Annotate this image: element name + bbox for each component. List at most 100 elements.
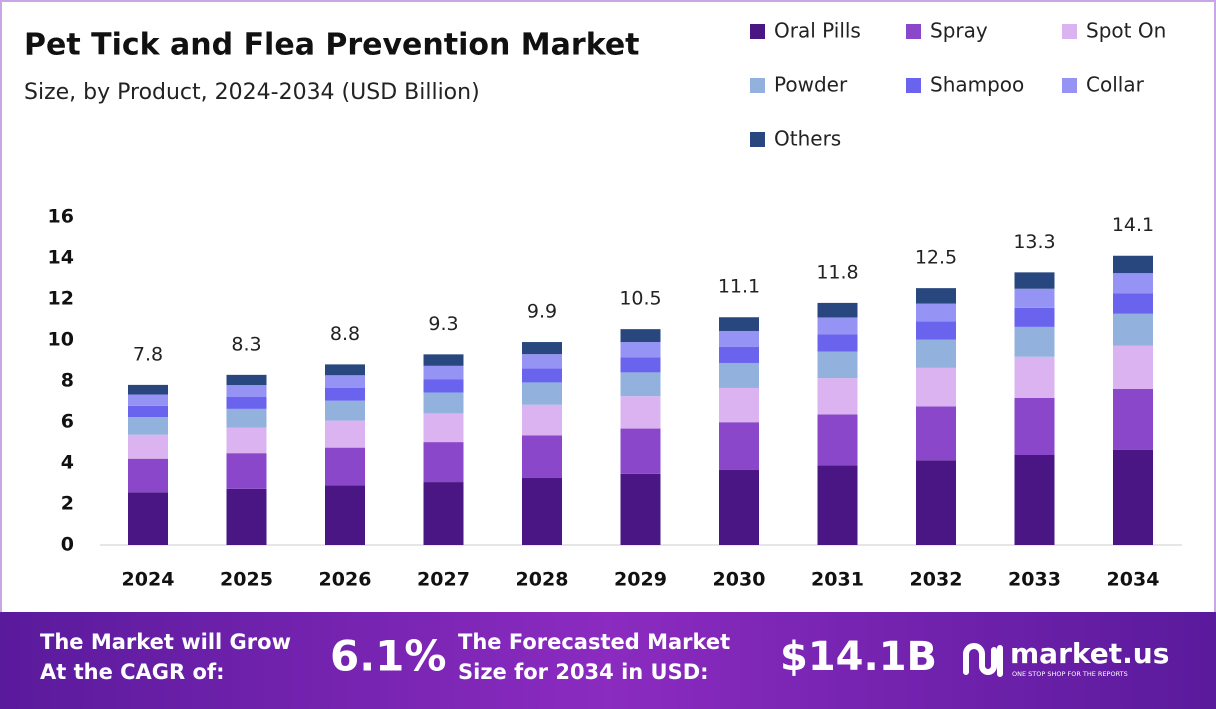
bar-segment [719,469,759,545]
bar-segment [719,346,759,363]
y-tick-label: 14 [48,247,74,269]
total-label: 11.8 [816,261,858,283]
tagline: ONE STOP SHOP FOR THE REPORTS [1012,670,1128,678]
legend-label: Spot On [1086,19,1166,43]
total-label: 9.9 [527,301,557,323]
x-tick-label: 2024 [122,569,175,591]
total-label: 13.3 [1013,231,1055,253]
bar-segment [226,408,267,428]
x-tick-label: 2025 [220,569,273,591]
bar-segment [423,482,464,545]
total-label: 8.3 [231,333,261,355]
bar-segment [522,477,562,545]
bar-segment [226,427,267,454]
bar-segment [916,460,956,545]
bar-segment [916,288,956,304]
bar-segment [1113,313,1153,346]
bar-segment [1113,273,1153,294]
bar-segment [325,447,365,486]
bar-segment [1014,326,1055,357]
bar-segment [325,375,365,388]
legend-swatch [1062,24,1077,39]
footer-value: 6.1% [330,632,446,681]
legend-label: Collar [1086,73,1145,97]
brand: market.us [1010,637,1169,670]
bar-segment [522,435,562,478]
legend-swatch [750,24,765,39]
bar-segment [1113,449,1153,545]
footer-text: Size for 2034 in USD: [458,660,709,684]
bar-segment [325,420,365,448]
bar-segment [916,339,956,368]
legend-swatch [750,78,765,93]
x-tick-label: 2031 [811,569,864,591]
x-tick-label: 2027 [417,569,470,591]
bar-segment [620,372,661,397]
legend-label: Shampoo [930,73,1024,97]
y-tick-label: 16 [48,206,74,228]
bar-segment [719,330,759,347]
x-tick-label: 2029 [614,569,667,591]
total-label: 12.5 [915,247,957,269]
footer-text: At the CAGR of: [40,660,225,684]
y-tick-label: 8 [61,370,74,392]
x-tick-label: 2032 [910,569,963,591]
bar-segment [719,362,759,388]
bar-segment [423,442,464,483]
bar-segment [1113,293,1153,314]
bar-segment [916,367,956,407]
bar-segment [522,342,562,355]
y-tick-label: 12 [48,288,74,310]
bar-segment [423,365,464,380]
bar-segment [916,321,956,340]
bar-segment [1014,288,1055,308]
bar-segment [423,392,464,414]
y-tick-label: 4 [61,452,74,474]
bar-segment [1113,388,1153,450]
footer-band [0,612,1216,709]
legend-label: Powder [774,73,848,97]
bar-segment [719,422,759,470]
x-tick-label: 2030 [713,569,766,591]
bar-segment [226,453,267,489]
bar-segment [128,434,168,459]
total-label: 11.1 [718,276,760,298]
bar-segment [817,351,858,379]
bar-segment [620,342,661,358]
bar-segment [423,354,464,366]
bar-segment [620,473,661,545]
legend-swatch [906,78,921,93]
bar-segment [719,317,759,331]
bar-segment [423,413,464,443]
total-label: 9.3 [428,313,458,335]
bar-segment [522,354,562,369]
bar-segment [817,317,858,335]
bar-segment [128,492,168,545]
footer-value: $14.1B [780,634,937,680]
bar-segment [128,405,168,418]
chart-title: Pet Tick and Flea Prevention Market [24,28,640,63]
y-tick-label: 10 [48,329,74,351]
total-label: 14.1 [1112,214,1154,236]
bar-segment [719,387,759,423]
legend-label: Others [774,127,841,151]
bar-segment [226,488,267,545]
bar-segment [620,428,661,474]
bar-segment [522,382,562,405]
bar-segment [522,404,562,436]
total-label: 10.5 [619,288,661,310]
bar-segment [325,400,365,421]
y-tick-label: 2 [61,493,74,515]
total-label: 8.8 [330,323,360,345]
legend-swatch [1062,78,1077,93]
bar-segment [423,379,464,393]
x-tick-label: 2033 [1008,569,1061,591]
bar-segment [1014,397,1055,456]
bar-segment [1014,455,1055,545]
bar-segment [1014,356,1055,398]
bar-segment [522,368,562,383]
bar-segment [817,465,858,545]
bar-segment [817,414,858,466]
